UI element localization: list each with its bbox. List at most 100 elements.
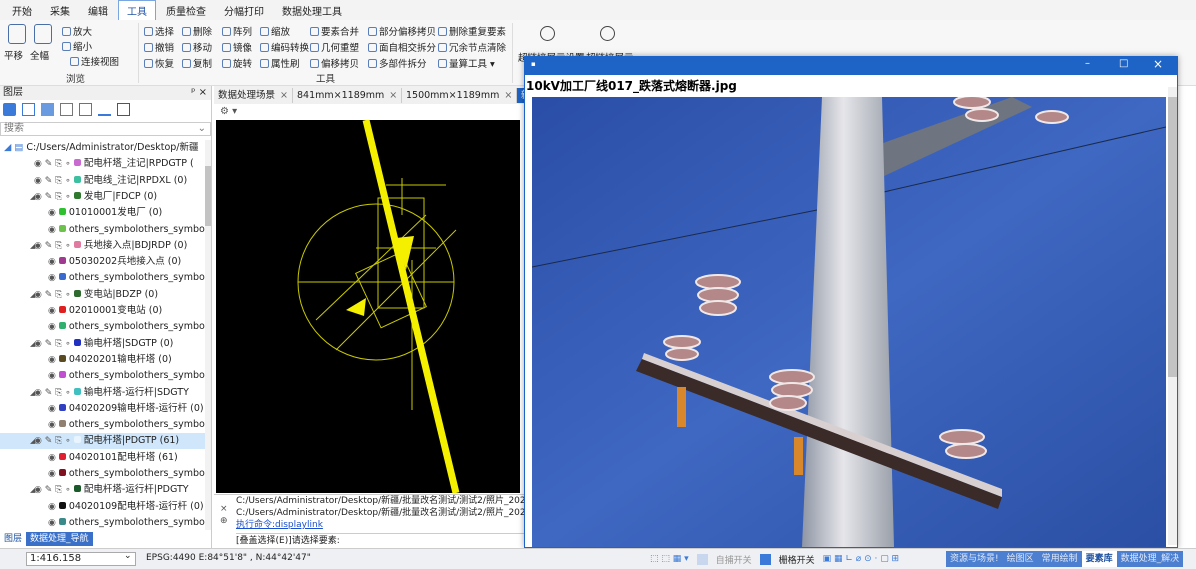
menu-tab[interactable]: 质量检查 <box>158 1 214 20</box>
tool-button[interactable]: 面自相交拆分 <box>368 40 436 54</box>
layer-group[interactable]: ◢◉ ✎ ⎘ ∘输电杆塔-运行杆|SDGTY <box>0 385 205 401</box>
map-canvas <box>216 120 520 493</box>
layer-item[interactable]: ◉others_symbolothers_symbol <box>0 270 205 286</box>
layer-item[interactable]: ◉01010001发电厂 (0) <box>0 205 205 221</box>
dock-tab[interactable]: 资源与场景! <box>946 551 1003 567</box>
layer-item[interactable]: ◉04020209输电杆塔-运行杆 (0) <box>0 401 205 417</box>
tool-button[interactable]: 缩放 <box>260 24 290 38</box>
layer-item[interactable]: ◉others_symbolothers_symbol <box>0 417 205 433</box>
layer-toolbar <box>3 103 130 118</box>
map-tool-menu[interactable]: ⚙ ▾ <box>220 106 237 117</box>
tool-button[interactable]: 属性刷 <box>260 56 300 70</box>
tool-icon <box>260 43 269 52</box>
minimize-button[interactable]: – <box>1085 58 1090 69</box>
menu-tab[interactable]: 开始 <box>4 1 40 20</box>
layer-item[interactable]: ◉04020109配电杆塔-运行杆 (0) <box>0 499 205 515</box>
layer-group[interactable]: ◢◉ ✎ ⎘ ∘配电杆塔-运行杆|PDGTY <box>0 482 205 498</box>
layer-group[interactable]: ◢◉ ✎ ⎘ ∘兵地接入点|BDJRDP (0) <box>0 238 205 254</box>
scrollbar <box>1168 87 1177 545</box>
document-tab[interactable]: 新 <box>517 88 524 103</box>
status-toggle[interactable]: 栅格开关 <box>779 553 815 566</box>
tool-icon <box>222 43 231 52</box>
layer-item[interactable]: ◉04020201输电杆塔 (0) <box>0 352 205 368</box>
layer-item[interactable]: ◉02010001变电站 (0) <box>0 303 205 319</box>
layer-group[interactable]: ◉ ✎ ⎘ ∘配电线_注记|RPDXL (0) <box>0 173 205 189</box>
tab-close[interactable]: × <box>389 90 397 101</box>
tool-button[interactable]: 全幅 <box>30 48 49 62</box>
menu-tab[interactable]: 工具 <box>118 0 156 21</box>
tool-button[interactable]: 撤销 <box>144 40 174 54</box>
panel-tab[interactable]: 图层 <box>0 532 26 546</box>
tab-close[interactable]: × <box>280 90 288 101</box>
layer-group[interactable]: ◉ ✎ ⎘ ∘配电杆塔_注记|RPDGTP ( <box>0 156 205 172</box>
layer-color <box>59 453 66 460</box>
tool-button[interactable]: 镜像 <box>222 40 252 54</box>
panel-tab[interactable]: 数据处理_导航 <box>26 532 93 546</box>
command-prompt[interactable]: [叠盖选择(E)]请选择要素: <box>236 533 524 547</box>
layer-item[interactable]: ◉05030202兵地接入点 (0) <box>0 254 205 270</box>
tool-button[interactable]: 几何重塑 <box>310 40 359 54</box>
tool-button[interactable]: 移动 <box>182 40 212 54</box>
scale-box[interactable]: 1:416.158 <box>26 552 136 566</box>
layer-color <box>59 273 66 280</box>
tool-button[interactable]: 部分偏移拷贝 <box>368 24 436 38</box>
layer-group[interactable]: ◢◉ ✎ ⎘ ∘输电杆塔|SDGTP (0) <box>0 336 205 352</box>
layer-root[interactable]: ◢ ▤ C:/Users/Administrator/Desktop/新疆 <box>0 140 205 156</box>
dock-tab[interactable]: 要素库 <box>1082 551 1117 567</box>
tool-icon <box>62 42 71 51</box>
layer-item[interactable]: ◉others_symbolothers_symbol <box>0 466 205 482</box>
command-link[interactable]: 执行命令:displaylink <box>236 519 524 531</box>
tool-button[interactable]: 量算工具 ▾ <box>438 56 495 70</box>
tab-close[interactable]: × <box>504 90 512 101</box>
layer-item[interactable]: ◉others_symbolothers_symbol <box>0 368 205 384</box>
search-box[interactable]: 搜索⌄ <box>0 122 211 136</box>
layer-color <box>74 159 81 166</box>
tool-button[interactable]: 平移 <box>4 48 23 62</box>
status-toggles: ⬚ ⬚ ▦ ▾自捕开关栅格开关▣ ▦ ∟ ⌀ ⊙ · ▢ ⊞ <box>650 552 899 566</box>
tool-button[interactable]: 旋转 <box>222 56 252 70</box>
document-tabs: 数据处理场景×841mm×1189mm×1500mm×1189mm×新 <box>214 86 524 104</box>
dock-tab[interactable]: 常用绘制 <box>1038 551 1082 567</box>
layer-label: 02010001变电站 (0) <box>69 305 162 316</box>
tool-button[interactable]: 连接视图 <box>70 54 119 68</box>
menu-tab[interactable]: 采集 <box>42 1 78 20</box>
menu-bar: 开始采集编辑工具质量检查分幅打印数据处理工具 <box>0 0 1196 20</box>
layer-item[interactable]: ◉04020101配电杆塔 (61) <box>0 450 205 466</box>
tool-button[interactable]: 要素合并 <box>310 24 359 38</box>
tool-button[interactable]: 选择 <box>144 24 174 38</box>
tool-button[interactable]: 删除 <box>182 24 212 38</box>
tool-button[interactable]: 多部件拆分 <box>368 56 427 70</box>
menu-tab[interactable]: 分幅打印 <box>216 1 272 20</box>
layer-label: 01010001发电厂 (0) <box>69 207 162 218</box>
tool-button[interactable]: 复制 <box>182 56 212 70</box>
layer-group[interactable]: ◢◉ ✎ ⎘ ∘变电站|BDZP (0) <box>0 287 205 303</box>
layer-group[interactable]: ◢◉ ✎ ⎘ ∘发电厂|FDCP (0) <box>0 189 205 205</box>
status-toggle[interactable]: 自捕开关 <box>716 553 752 566</box>
layer-group[interactable]: ◢◉ ✎ ⎘ ∘配电杆塔|PDGTP (61) <box>0 433 205 449</box>
dock-tab[interactable]: 绘图区 <box>1003 551 1038 567</box>
document-tab[interactable]: 1500mm×1189mm× <box>402 88 517 103</box>
document-tab[interactable]: 841mm×1189mm× <box>293 88 402 103</box>
close-button[interactable]: × <box>1153 57 1163 71</box>
tool-button[interactable]: 编码转换 <box>260 40 309 54</box>
layer-label: 发电厂|FDCP (0) <box>84 191 157 202</box>
maximize-button[interactable]: □ <box>1119 58 1128 69</box>
layer-controls: ◉ ✎ ⎘ ∘ <box>34 339 71 349</box>
tool-button[interactable]: 删除重复要素 <box>438 24 506 38</box>
layer-item[interactable]: ◉others_symbolothers_symbol <box>0 222 205 238</box>
dock-tabs: 资源与场景!绘图区常用绘制要素库数据处理_解决 <box>946 551 1183 567</box>
tool-button[interactable]: 冗余节点清除 <box>438 40 506 54</box>
dock-tab[interactable]: 数据处理_解决 <box>1117 551 1184 567</box>
document-tab[interactable]: 数据处理场景× <box>214 88 293 103</box>
tool-label: 多部件拆分 <box>379 59 427 70</box>
panel-controls[interactable]: ᵖ × <box>191 86 207 100</box>
tool-button[interactable]: 放大 <box>62 24 92 38</box>
tool-button[interactable]: 缩小 <box>62 39 92 53</box>
layer-item[interactable]: ◉others_symbolothers_symbol <box>0 319 205 335</box>
menu-tab[interactable]: 编辑 <box>80 1 116 20</box>
tool-button[interactable]: 恢复 <box>144 56 174 70</box>
layer-item[interactable]: ◉others_symbolothers_symbol <box>0 515 205 530</box>
menu-tab[interactable]: 数据处理工具 <box>274 1 350 20</box>
tool-button[interactable]: 阵列 <box>222 24 252 38</box>
tool-button[interactable]: 偏移拷贝 <box>310 56 359 70</box>
